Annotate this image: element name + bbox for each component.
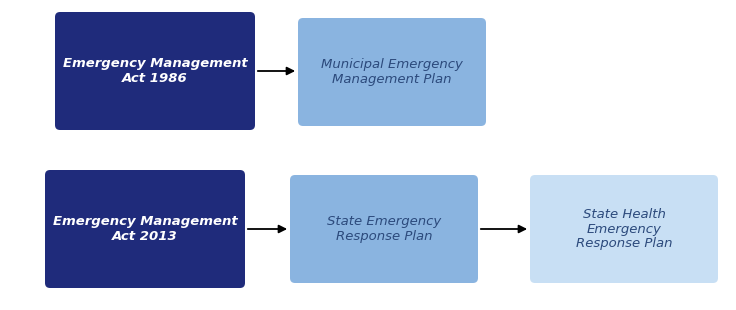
FancyBboxPatch shape [45,170,245,288]
FancyBboxPatch shape [298,18,486,126]
Text: Municipal Emergency
Management Plan: Municipal Emergency Management Plan [321,58,463,86]
Text: State Emergency
Response Plan: State Emergency Response Plan [327,215,441,243]
FancyBboxPatch shape [55,12,255,130]
Text: Emergency Management
Act 2013: Emergency Management Act 2013 [53,215,238,243]
Text: Emergency Management
Act 1986: Emergency Management Act 1986 [63,57,247,85]
FancyBboxPatch shape [290,175,478,283]
FancyBboxPatch shape [530,175,718,283]
Text: State Health
Emergency
Response Plan: State Health Emergency Response Plan [576,207,672,250]
